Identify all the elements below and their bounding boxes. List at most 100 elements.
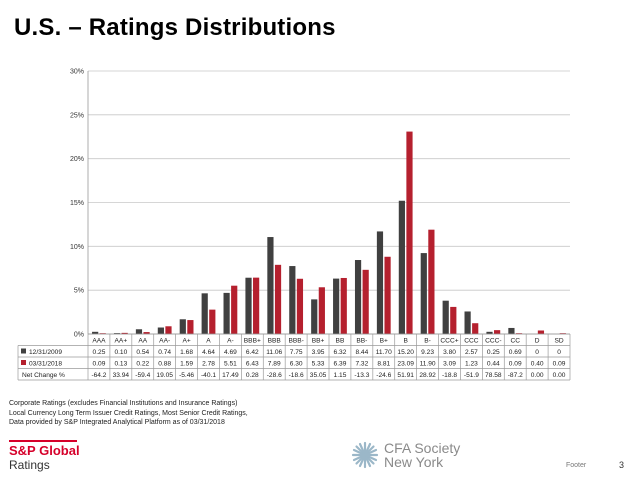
data-label: 6.32 bbox=[334, 349, 347, 356]
bar-2018 bbox=[472, 323, 479, 334]
bar-2018 bbox=[318, 287, 325, 334]
bar-2018 bbox=[143, 332, 150, 334]
bar-2009 bbox=[92, 331, 99, 334]
x-tick-label: B- bbox=[424, 338, 431, 345]
bar-2009 bbox=[135, 329, 143, 334]
net-change-value: 51.91 bbox=[397, 372, 414, 379]
data-label: 4.64 bbox=[202, 349, 215, 356]
data-label: 0.25 bbox=[487, 349, 500, 356]
footer-label: Footer bbox=[566, 462, 587, 469]
data-label: 23.09 bbox=[397, 361, 414, 368]
sp-global-logo: S&P Global Ratings bbox=[9, 444, 80, 473]
data-label: 6.43 bbox=[246, 361, 259, 368]
net-change-value: -18.8 bbox=[442, 372, 457, 379]
net-change-value: 0.28 bbox=[246, 372, 259, 379]
data-label: 0.25 bbox=[93, 349, 106, 356]
data-label: 0 bbox=[557, 349, 561, 356]
bar-2018 bbox=[384, 256, 391, 334]
data-label: 7.75 bbox=[290, 349, 303, 356]
data-label: 1.59 bbox=[180, 361, 193, 368]
net-change-value: 35.05 bbox=[310, 372, 327, 379]
x-tick-label: CCC bbox=[464, 338, 479, 345]
net-change-value: 0.00 bbox=[531, 372, 544, 379]
bar-2018 bbox=[362, 269, 369, 334]
data-label: 0.44 bbox=[487, 361, 500, 368]
data-label: 7.89 bbox=[268, 361, 281, 368]
data-label: 2.78 bbox=[202, 361, 215, 368]
x-tick-label: B+ bbox=[380, 338, 388, 345]
bar-2009 bbox=[201, 293, 208, 334]
x-tick-label: D bbox=[535, 338, 540, 345]
data-label: 7.32 bbox=[355, 361, 368, 368]
data-label: 6.42 bbox=[246, 349, 259, 356]
legend-label: 12/31/2009 bbox=[29, 349, 62, 356]
cfa-globe-icon bbox=[351, 441, 379, 469]
data-label: 0.69 bbox=[509, 349, 522, 356]
footnote-line: Data provided by S&P Integrated Analytic… bbox=[9, 419, 225, 426]
y-tick-label: 20% bbox=[70, 156, 84, 163]
y-tick-label: 15% bbox=[70, 200, 84, 207]
bar-2009 bbox=[157, 327, 164, 334]
bar-2009 bbox=[420, 253, 427, 334]
y-tick-label: 25% bbox=[70, 112, 84, 119]
bar-2018 bbox=[450, 306, 457, 334]
net-change-value: 0.00 bbox=[553, 372, 566, 379]
data-label: 3.95 bbox=[312, 349, 325, 356]
legend-label: 03/31/2018 bbox=[29, 361, 62, 368]
bar-2009 bbox=[311, 299, 318, 334]
net-change-value: -28.6 bbox=[267, 372, 282, 379]
net-change-value: -13.3 bbox=[354, 372, 369, 379]
data-label: 5.51 bbox=[224, 361, 237, 368]
bar-2018 bbox=[515, 333, 523, 334]
net-change-value: -40.1 bbox=[201, 372, 216, 379]
data-label: 11.70 bbox=[376, 349, 392, 356]
data-label: 11.06 bbox=[266, 349, 282, 356]
x-tick-label: A- bbox=[227, 338, 234, 345]
x-tick-label: AAA bbox=[92, 338, 106, 345]
cfa-logo-line2: New York bbox=[384, 454, 444, 470]
data-label: 9.23 bbox=[421, 349, 434, 356]
net-change-value: -24.6 bbox=[376, 372, 391, 379]
net-change-value: 28.92 bbox=[419, 372, 436, 379]
bar-2018 bbox=[406, 131, 413, 334]
net-change-value: 1.15 bbox=[334, 372, 347, 379]
net-change-value: -87.2 bbox=[508, 372, 523, 379]
data-label: 0.40 bbox=[531, 361, 544, 368]
bar-2009 bbox=[179, 319, 186, 334]
x-tick-label: AA- bbox=[159, 338, 170, 345]
net-change-value: -59.4 bbox=[135, 372, 150, 379]
x-tick-label: BB bbox=[336, 338, 345, 345]
x-tick-label: SD bbox=[554, 338, 563, 345]
legend-swatch bbox=[21, 348, 26, 354]
cfa-society-logo: CFA Society New York bbox=[350, 440, 460, 470]
data-label: 1.23 bbox=[465, 361, 478, 368]
net-change-value: 17.49 bbox=[222, 372, 239, 379]
data-label: 0.88 bbox=[158, 361, 171, 368]
x-tick-label: CCC- bbox=[485, 338, 501, 345]
x-tick-label: BBB bbox=[268, 338, 282, 345]
x-tick-label: CCC+ bbox=[440, 338, 458, 345]
bar-2009 bbox=[289, 266, 296, 334]
y-tick-label: 10% bbox=[70, 244, 84, 251]
data-label: 6.39 bbox=[334, 361, 347, 368]
net-change-value: 33.94 bbox=[113, 372, 130, 379]
data-label: 8.81 bbox=[377, 361, 390, 368]
data-label: 15.20 bbox=[397, 349, 414, 356]
data-label: 0.13 bbox=[114, 361, 127, 368]
data-label: 3.80 bbox=[443, 349, 456, 356]
bar-2009 bbox=[354, 260, 362, 334]
x-tick-label: AA bbox=[138, 338, 147, 345]
bar-2009 bbox=[486, 331, 493, 334]
bar-2018 bbox=[99, 333, 106, 334]
x-tick-label: AA+ bbox=[115, 338, 128, 345]
data-label: 11.90 bbox=[420, 361, 436, 368]
net-change-value: -64.2 bbox=[91, 372, 106, 379]
bar-2009 bbox=[267, 237, 274, 334]
x-tick-label: BBB- bbox=[288, 338, 303, 345]
bar-2009 bbox=[442, 300, 449, 334]
data-label: 0 bbox=[535, 349, 539, 356]
bar-2018 bbox=[231, 285, 238, 334]
data-label: 0.22 bbox=[136, 361, 149, 368]
x-tick-label: BB- bbox=[356, 338, 367, 345]
bar-2018 bbox=[187, 320, 194, 334]
